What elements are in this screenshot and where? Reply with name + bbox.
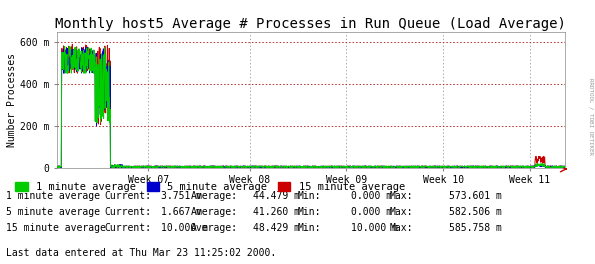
Text: 41.260 m: 41.260 m [253, 207, 300, 217]
Text: 585.758 m: 585.758 m [449, 223, 502, 233]
Text: 0.000 m: 0.000 m [351, 191, 392, 201]
Text: Average:: Average: [190, 223, 237, 233]
Text: 1 minute average: 1 minute average [6, 191, 100, 201]
Text: RRDTOOL / TOBI OETIKER: RRDTOOL / TOBI OETIKER [588, 78, 593, 155]
Text: Max:: Max: [390, 191, 413, 201]
Text: Current:: Current: [104, 191, 151, 201]
Text: Min:: Min: [298, 191, 321, 201]
Text: 15 minute average: 15 minute average [6, 223, 106, 233]
Text: Max:: Max: [390, 207, 413, 217]
Text: 3.751 m: 3.751 m [161, 191, 202, 201]
Text: 0.000 m: 0.000 m [351, 207, 392, 217]
Text: 582.506 m: 582.506 m [449, 207, 502, 217]
Text: Current:: Current: [104, 207, 151, 217]
Text: Min:: Min: [298, 207, 321, 217]
Y-axis label: Number Processes: Number Processes [7, 53, 17, 147]
Text: 10.000 m: 10.000 m [351, 223, 398, 233]
Text: Max:: Max: [390, 223, 413, 233]
Text: 44.479 m: 44.479 m [253, 191, 300, 201]
Text: Last data entered at Thu Mar 23 11:25:02 2000.: Last data entered at Thu Mar 23 11:25:02… [6, 248, 276, 258]
Text: 1.667 m: 1.667 m [161, 207, 202, 217]
Text: 573.601 m: 573.601 m [449, 191, 502, 201]
Text: 5 minute average: 5 minute average [6, 207, 100, 217]
Title: Monthly host5 Average # Processes in Run Queue (Load Average): Monthly host5 Average # Processes in Run… [55, 17, 566, 31]
Text: 48.429 m: 48.429 m [253, 223, 300, 233]
Text: Average:: Average: [190, 207, 237, 217]
Text: Current:: Current: [104, 223, 151, 233]
Text: Min:: Min: [298, 223, 321, 233]
Legend: 1 minute average, 5 minute average, 15 minute average: 1 minute average, 5 minute average, 15 m… [11, 178, 409, 196]
Text: 10.000 m: 10.000 m [161, 223, 208, 233]
Text: Average:: Average: [190, 191, 237, 201]
